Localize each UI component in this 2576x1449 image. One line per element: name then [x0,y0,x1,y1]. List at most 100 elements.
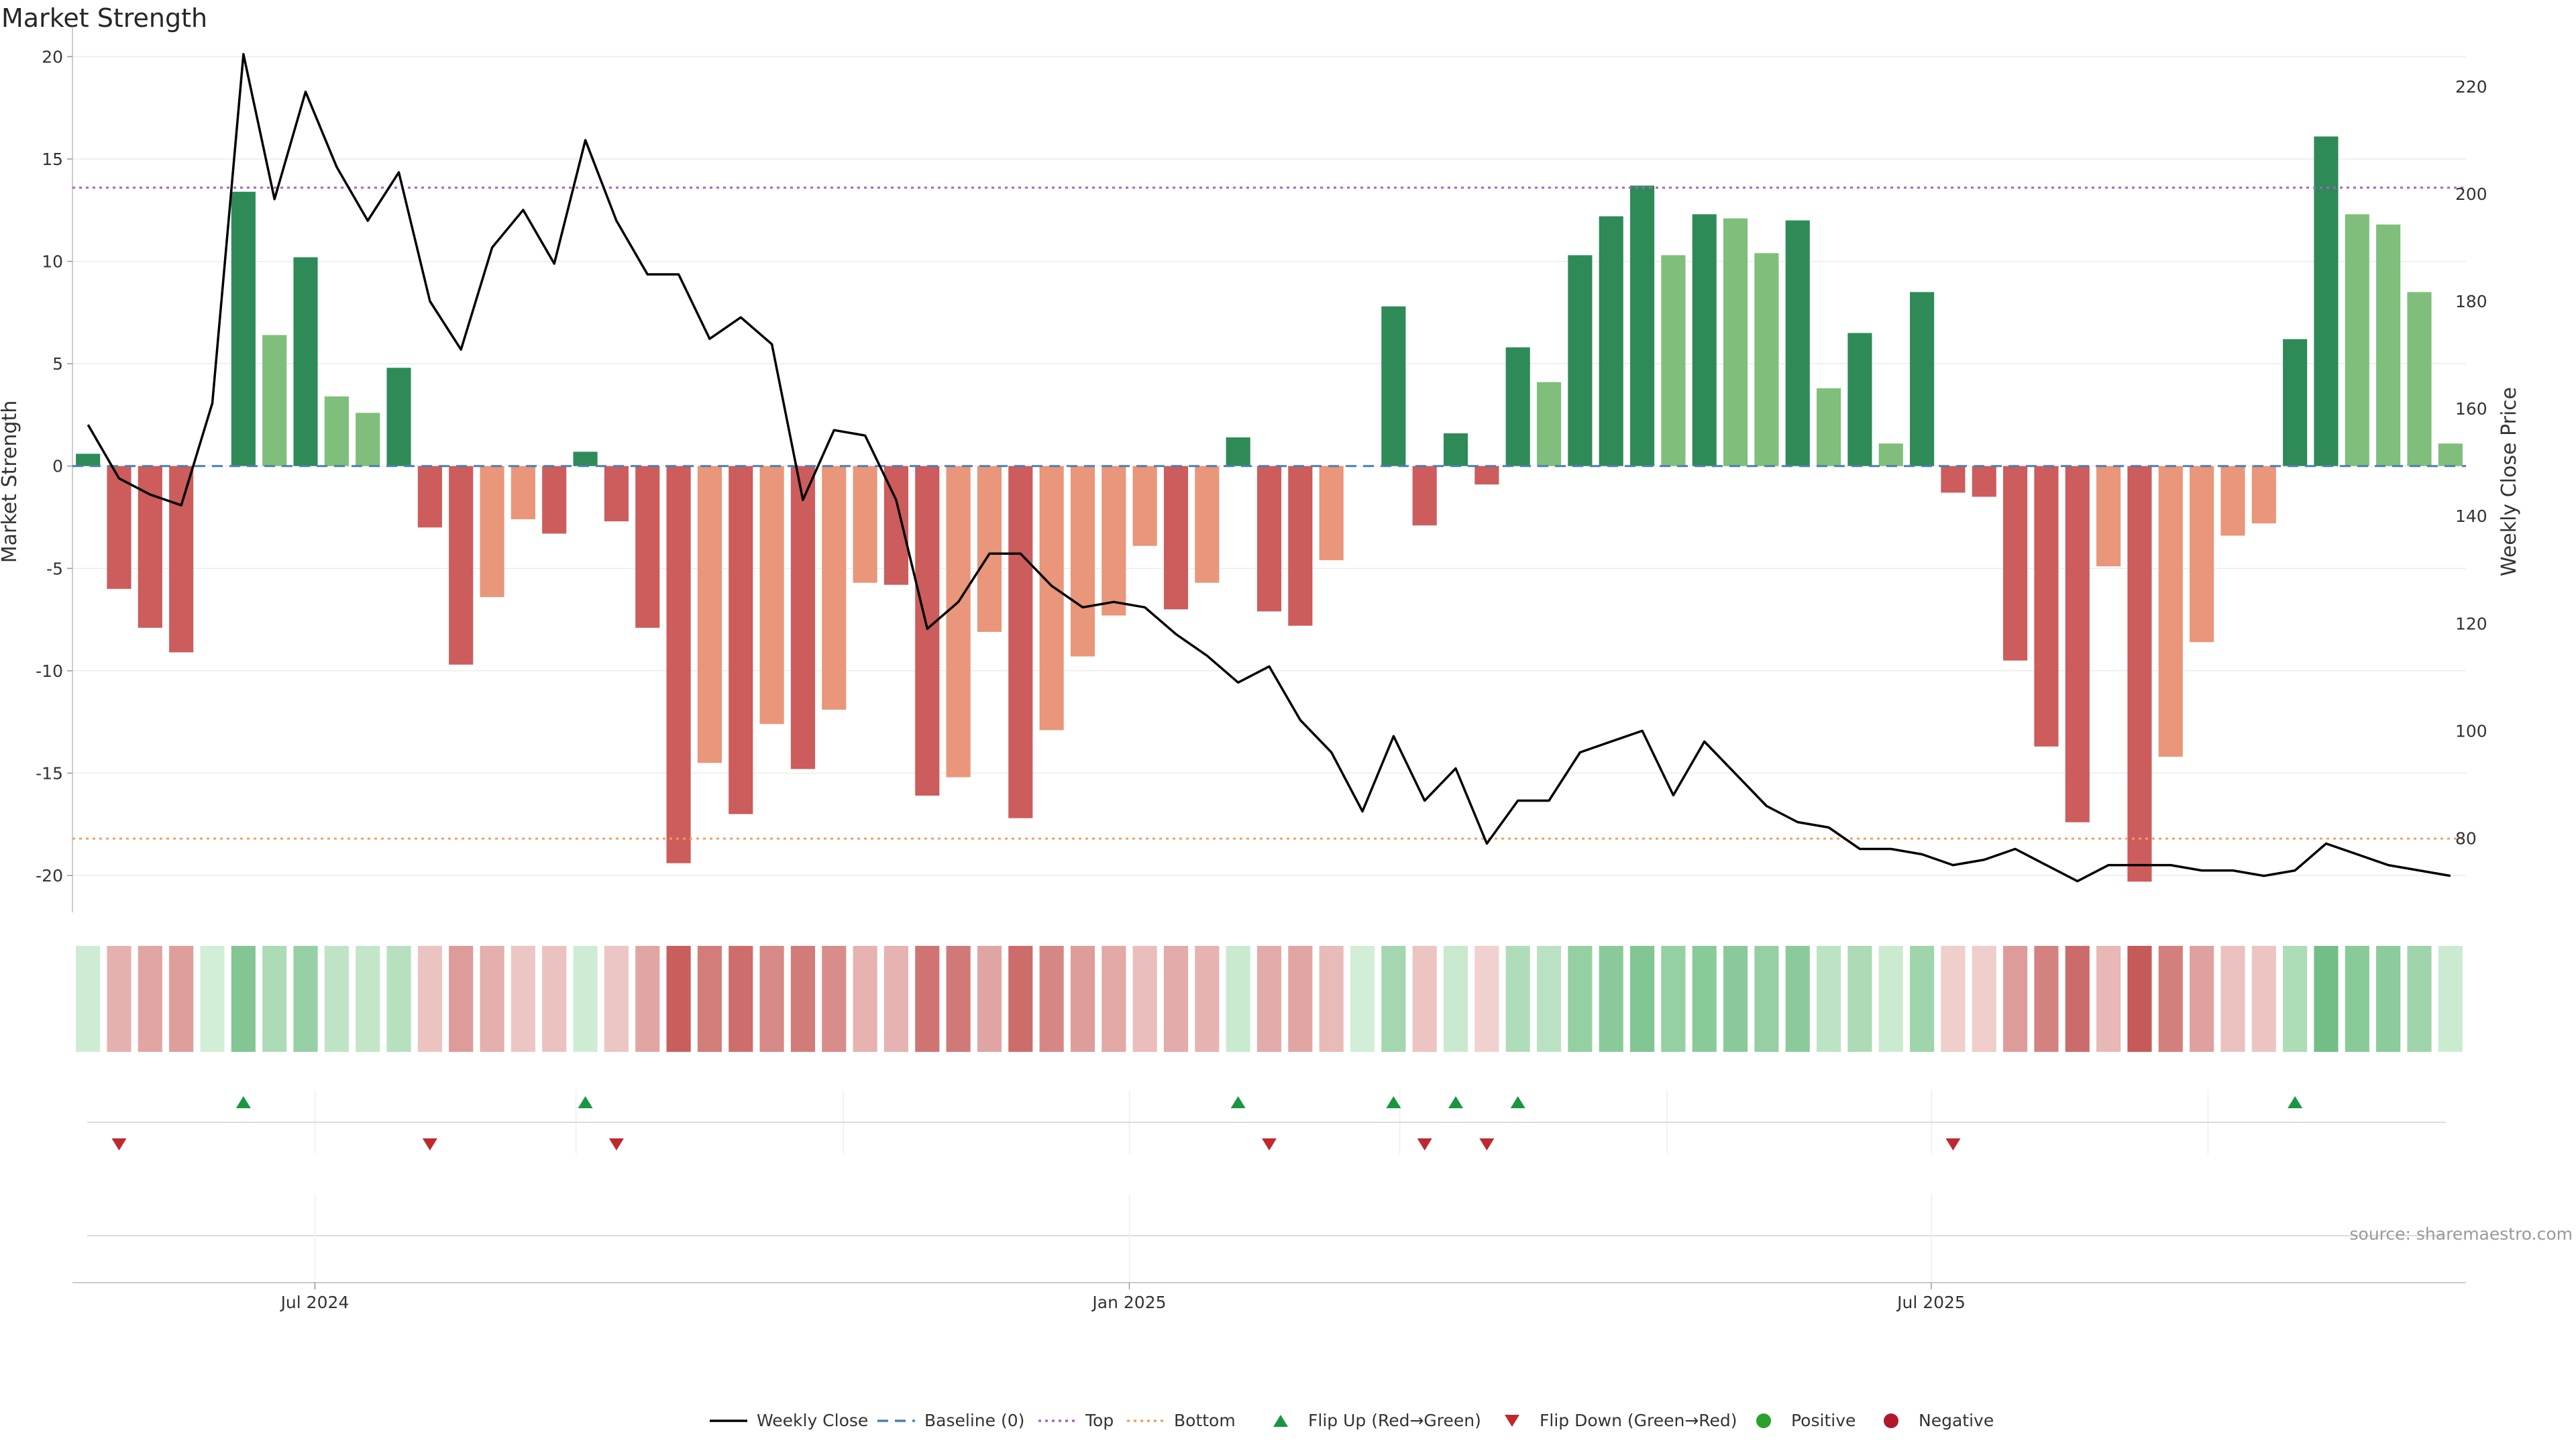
weekly-close-line [87,53,2451,883]
strength-bar [977,466,1002,632]
strength-bar [1878,443,1903,466]
strength-bar [1288,466,1313,626]
strip-cell [729,946,753,1052]
strength-bar [1226,437,1250,466]
strength-bar [1195,466,1220,583]
strength-bar [138,466,162,628]
strength-bar [1785,220,1810,466]
strip-cell [1288,946,1313,1052]
flip-up-marker [1448,1096,1464,1108]
x-tick-label: Jul 2024 [280,1293,350,1312]
y-tick-left-label: -20 [36,866,63,885]
strip-cell [2376,946,2401,1052]
strength-bar [1381,306,1406,466]
strip-cell [1878,946,1903,1052]
strip-cell [1568,946,1593,1052]
y-tick-left-label: 20 [42,47,63,66]
strength-bar [262,335,287,466]
strength-bar [1474,466,1499,485]
strip-cell [511,946,535,1052]
y-tick-left-label: -15 [36,763,63,783]
strength-bar [2438,443,2463,466]
strip-cell [2190,946,2214,1052]
right-y-ticks: 220 200 180 160 140 120 100 80 [2455,77,2487,849]
strip-cell [1692,946,1717,1052]
strip-cell [1474,946,1499,1052]
strength-bar [1039,466,1064,731]
strip-cell [1785,946,1810,1052]
y-tick-left-label: 0 [52,457,63,476]
flip-down-marker [422,1138,437,1150]
y-tick-right-label: 160 [2455,399,2487,419]
strength-bar [1629,185,1655,466]
strength-bar [2283,339,2308,466]
y-tick-left-label: -10 [36,661,63,681]
strip-cell [231,946,256,1052]
strength-bar [1817,388,1841,466]
strength-heat-strip [76,946,2463,1052]
strip-cell [2096,946,2121,1052]
legend-item: Bottom [1127,1411,1236,1430]
flip-up-marker [1510,1096,1525,1108]
strip-cell [1008,946,1033,1052]
strip-cell [169,946,194,1052]
strip-cell [1754,946,1779,1052]
flip-markers-panel [87,1090,2446,1154]
strip-cell [1847,946,1872,1052]
strength-bar [2096,466,2121,567]
strip-cell [1195,946,1220,1052]
strength-bar [573,451,598,466]
strength-bar [2034,466,2059,747]
legend-label: Positive [1791,1411,1856,1430]
strength-bar [417,466,442,528]
strip-cell [1941,946,1966,1052]
y-tick-left-label: -5 [46,559,63,578]
y-tick-right-label: 120 [2455,614,2487,633]
flip-down-marker [1945,1138,1961,1150]
strip-cell [200,946,225,1052]
strip-cell [604,946,629,1052]
y-tick-right-label: 180 [2455,292,2487,311]
strength-bar [1163,466,1189,610]
strip-cell [2438,946,2463,1052]
strip-cell [1536,946,1562,1052]
flip-up-marker [1230,1096,1246,1108]
strength-bar [1941,466,1966,493]
strength-bar [729,466,753,814]
y-axis-right-title: Weekly Close Price [2498,387,2521,576]
strength-bar [356,413,380,466]
legend: Weekly Close Baseline (0) Top Bottom Flip Up… [710,1411,1994,1430]
strip-cell [1972,946,1996,1052]
strength-bar [1910,292,1935,466]
strip-cell [1910,946,1935,1052]
strip-cell [573,946,598,1052]
strip-cell [138,946,162,1052]
strength-bar [480,466,504,598]
strength-bar [1319,466,1344,561]
strip-cell [356,946,380,1052]
legend-flip-up-icon [1273,1415,1288,1427]
strip-cell [2220,946,2245,1052]
strip-cell [2345,946,2369,1052]
x-tick-label: Jul 2025 [1896,1293,1966,1312]
empty-panel [87,1194,2446,1283]
strength-bar [2065,466,2090,822]
y-tick-left-label: 5 [52,354,63,374]
y-tick-right-label: 200 [2455,184,2487,204]
strip-cell [1163,946,1189,1052]
strip-cell [1132,946,1157,1052]
strength-bar [2376,224,2401,466]
strength-bar [386,368,411,466]
strip-cell [759,946,784,1052]
strength-bar [604,466,629,522]
strength-bar [324,396,349,466]
strength-bar [1505,347,1530,466]
legend-dot-icon [1756,1413,1771,1428]
y-tick-right-label: 140 [2455,506,2487,526]
flip-down-marker [1479,1138,1495,1150]
flip-up-marker [578,1096,593,1108]
strip-cell [697,946,722,1052]
strength-bar [697,466,722,763]
strip-cell [1505,946,1530,1052]
strip-cell [1319,946,1344,1052]
